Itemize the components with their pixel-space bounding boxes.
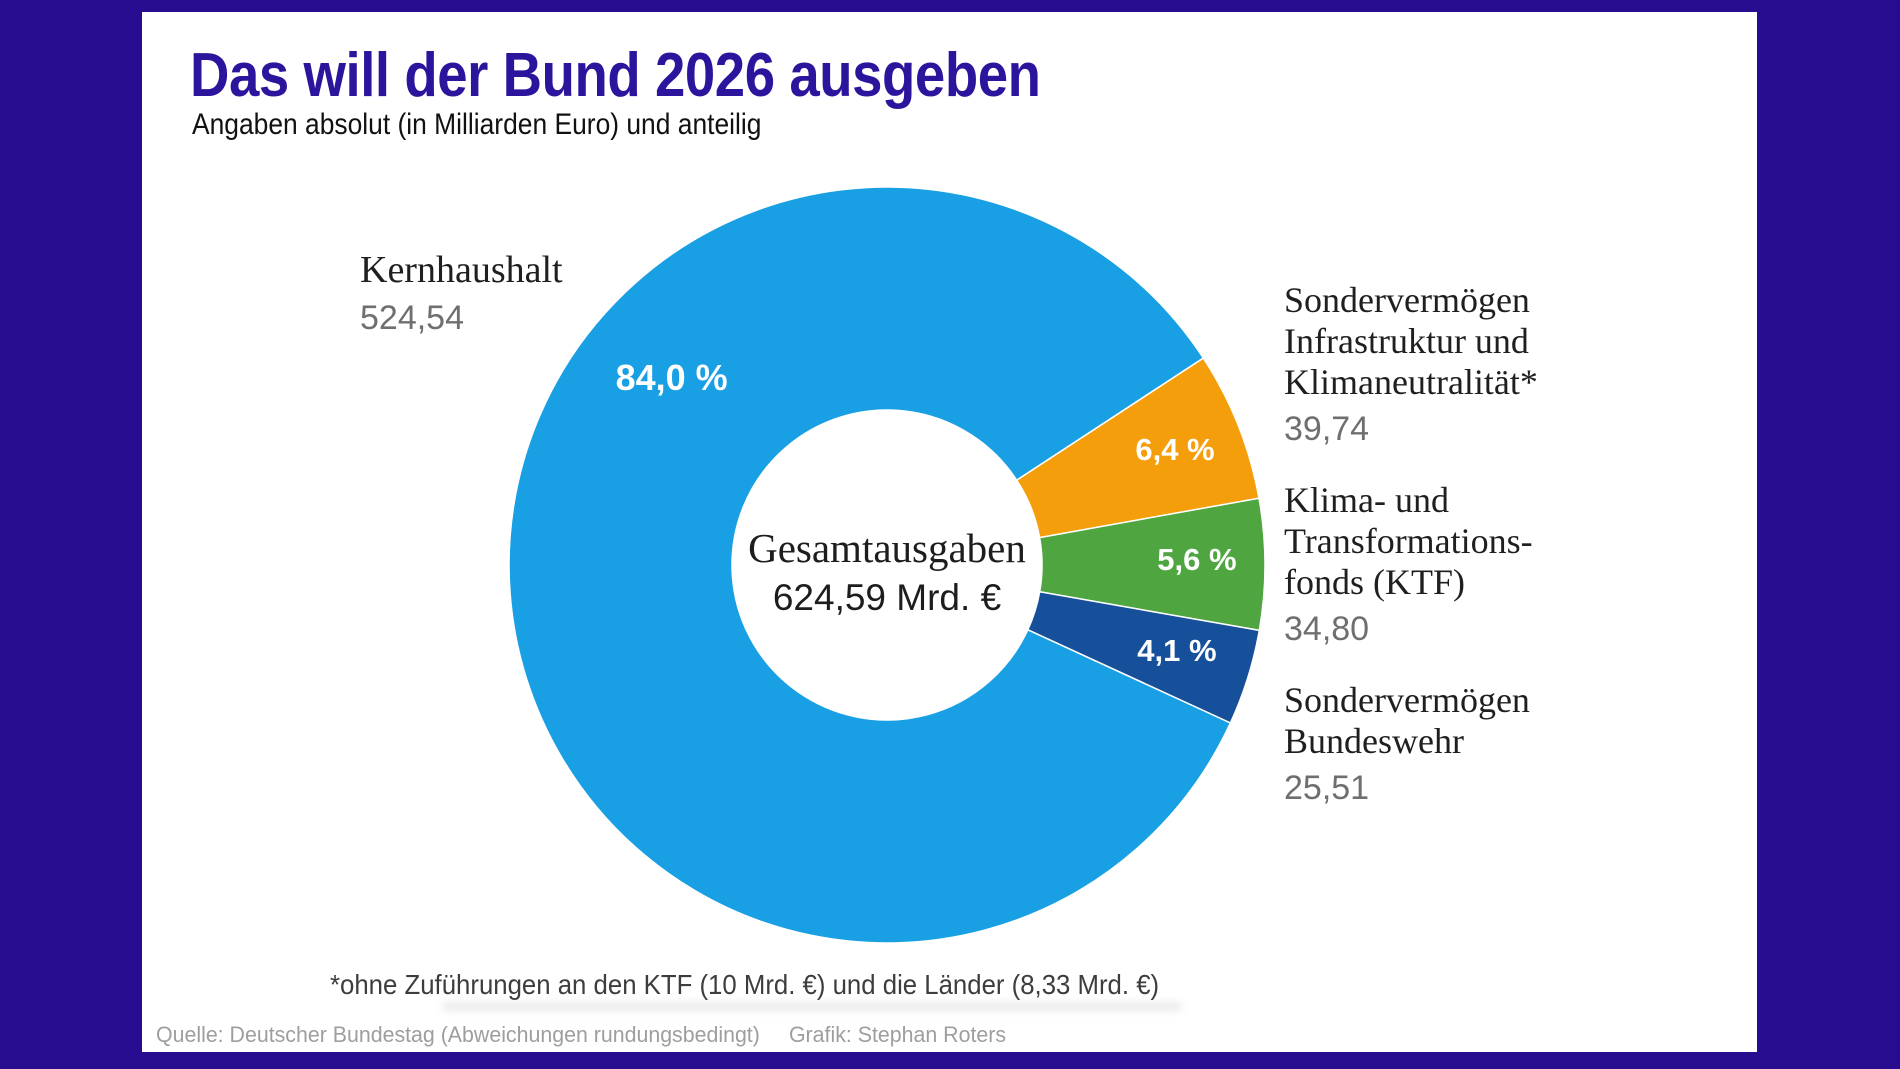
callout-ktf-line3: fonds (KTF) [1284, 562, 1465, 602]
chart-subtitle: Angaben absolut (in Milliarden Euro) und… [192, 108, 762, 141]
donut-chart: 6,4 % 5,6 % 4,1 % 84,0 % [497, 175, 1277, 955]
chart-card: Das will der Bund 2026 ausgeben Angaben … [142, 12, 1757, 1052]
chart-title: Das will der Bund 2026 ausgeben [190, 41, 1041, 110]
source-row: Quelle: Deutscher Bundestag (Abweichunge… [156, 1022, 1006, 1048]
callout-kernhaushalt: Kernhaushalt 524,54 [360, 248, 563, 338]
donut-slice-kernhaushalt [508, 186, 1232, 944]
callout-ktf-line2: Transformations- [1284, 521, 1533, 561]
callout-bundeswehr-line2: Bundeswehr [1284, 721, 1464, 761]
callout-infrastruktur: Sondervermögen Infrastruktur und Klimane… [1284, 280, 1538, 449]
source-text: Quelle: Deutscher Bundestag (Abweichunge… [156, 1022, 760, 1047]
callout-ktf-value: 34,80 [1284, 610, 1370, 648]
callout-bundeswehr-value: 25,51 [1284, 769, 1370, 807]
callout-kernhaushalt-label: Kernhaushalt [360, 249, 563, 291]
blurred-text-artifact [442, 1002, 1182, 1011]
credit-text: Grafik: Stephan Roters [788, 1022, 1007, 1047]
callout-infrastruktur-line2: Infrastruktur und [1284, 321, 1529, 361]
callout-kernhaushalt-value: 524,54 [360, 299, 464, 337]
callout-bundeswehr: Sondervermögen Bundeswehr 25,51 [1284, 680, 1530, 808]
donut-svg [508, 186, 1266, 944]
callout-ktf-line1: Klima- und [1284, 480, 1449, 520]
callout-infrastruktur-line1: Sondervermögen [1284, 280, 1530, 320]
callout-infrastruktur-line3: Klimaneutralität* [1284, 362, 1538, 402]
callout-bundeswehr-line1: Sondervermögen [1284, 680, 1530, 720]
footnote: *ohne Zuführungen an den KTF (10 Mrd. €)… [330, 969, 1160, 1000]
callout-infrastruktur-value: 39,74 [1284, 410, 1370, 448]
callout-ktf: Klima- und Transformations- fonds (KTF) … [1284, 480, 1533, 649]
